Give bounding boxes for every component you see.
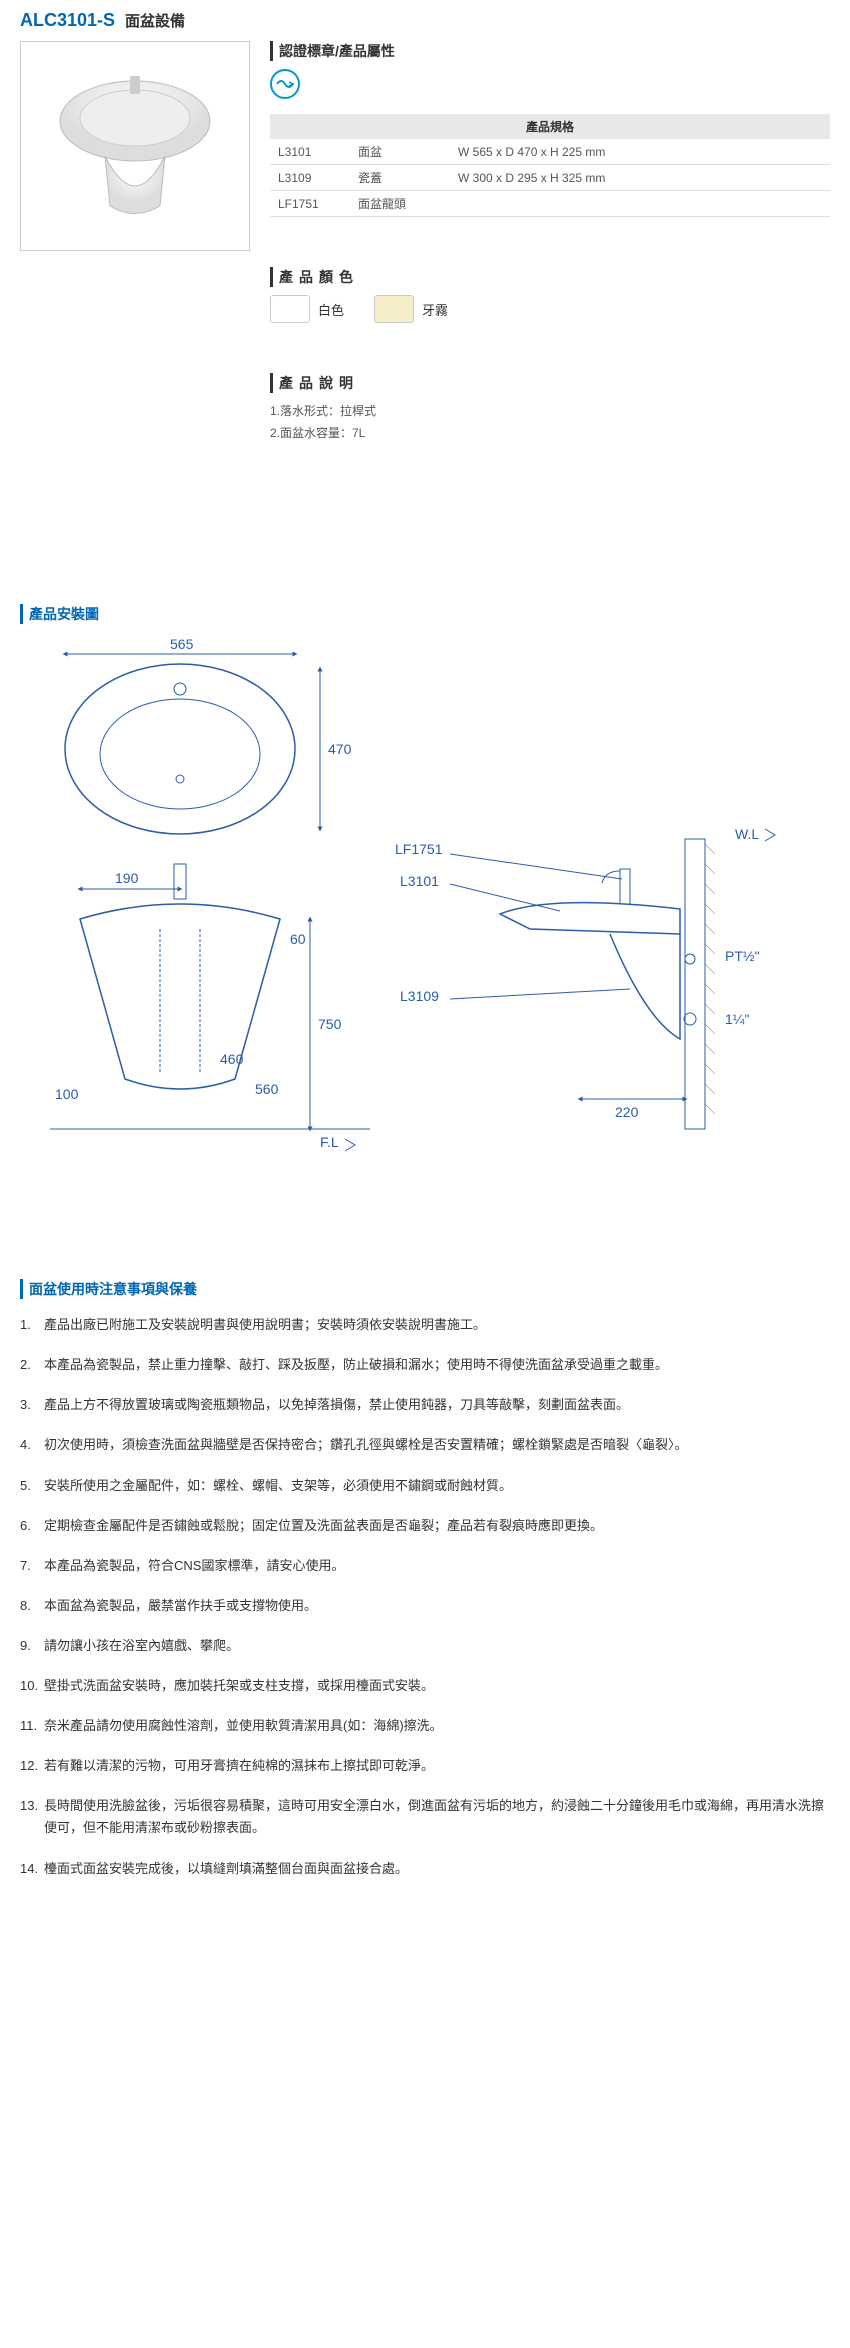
note-item: 8.本面盆為瓷製品，嚴禁當作扶手或支撐物使用。	[20, 1595, 830, 1617]
svg-text:L3109: L3109	[400, 988, 439, 1004]
note-item: 3.產品上方不得放置玻璃或陶瓷瓶類物品，以免掉落損傷，禁止使用鈍器，刀具等敲擊，…	[20, 1394, 830, 1416]
svg-text:1¼": 1¼"	[725, 1011, 749, 1027]
product-image	[20, 41, 250, 251]
note-item: 11.奈米產品請勿使用腐蝕性溶劑，並使用軟質清潔用具(如：海綿)擦洗。	[20, 1715, 830, 1737]
note-item: 13.長時間使用洗臉盆後，污垢很容易積聚，這時可用安全漂白水，倒進面盆有污垢的地…	[20, 1795, 830, 1839]
svg-text:LF1751: LF1751	[395, 841, 443, 857]
note-item: 2.本產品為瓷製品，禁止重力撞擊、敲打、踩及扳壓，防止破損和漏水；使用時不得使洗…	[20, 1354, 830, 1376]
svg-text:470: 470	[328, 741, 352, 757]
note-item: 10.壁掛式洗面盆安裝時，應加裝托架或支柱支撐，或採用檯面式安裝。	[20, 1675, 830, 1697]
spec-table: 產品規格 L3101面盆W 565 x D 470 x H 225 mmL310…	[270, 114, 830, 217]
desc-line: 1.落水形式：拉桿式	[270, 401, 830, 423]
color-label: 牙霧	[422, 300, 448, 319]
note-item: 4.初次使用時，須檢查洗面盆與牆壁是否保持密合；鑽孔孔徑與螺栓是否安置精確；螺栓…	[20, 1434, 830, 1456]
note-item: 5.安裝所使用之金屬配件，如：螺栓、螺帽、支架等，必須使用不鏽鋼或耐蝕材質。	[20, 1475, 830, 1497]
svg-text:190: 190	[115, 870, 139, 886]
notes-heading: 面盆使用時注意事項與保養	[20, 1279, 830, 1299]
product-code: ALC3101-S	[20, 10, 115, 31]
cert-badge-icon	[270, 69, 300, 99]
note-item: 9.請勿讓小孩在浴室內嬉戲、攀爬。	[20, 1635, 830, 1657]
table-row: L3101面盆W 565 x D 470 x H 225 mm	[270, 139, 830, 165]
color-label: 白色	[318, 300, 344, 319]
color-item: 白色	[270, 295, 344, 323]
svg-text:460: 460	[220, 1051, 244, 1067]
table-row: LF1751面盆龍頭	[270, 191, 830, 217]
desc-heading: 產品說明	[270, 373, 830, 393]
install-heading: 產品安裝圖	[20, 604, 830, 624]
svg-text:560: 560	[255, 1081, 279, 1097]
svg-text:750: 750	[318, 1016, 342, 1032]
svg-text:60: 60	[290, 931, 306, 947]
note-item: 7.本產品為瓷製品，符合CNS國家標準，請安心使用。	[20, 1555, 830, 1577]
note-item: 1.產品出廠已附施工及安裝說明書與使用說明書；安裝時須依安裝說明書施工。	[20, 1314, 830, 1336]
svg-text:F.L: F.L	[320, 1134, 339, 1150]
svg-text:PT½": PT½"	[725, 948, 760, 964]
note-item: 6.定期檢查金屬配件是否鏽蝕或鬆脫；固定位置及洗面盆表面是否龜裂；產品若有裂痕時…	[20, 1515, 830, 1537]
cert-heading: 認證標章/產品屬性	[270, 41, 830, 61]
install-diagram: 565 470 190 100 750 460 560 60 F.L W.L LF1751 L3101…	[20, 639, 830, 1159]
svg-text:L3101: L3101	[400, 873, 439, 889]
note-item: 14.檯面式面盆安裝完成後，以填縫劑填滿整個台面與面盆接合處。	[20, 1858, 830, 1880]
svg-text:220: 220	[615, 1104, 639, 1120]
color-swatch	[270, 295, 310, 323]
svg-text:W.L: W.L	[735, 826, 759, 842]
color-heading: 產品顏色	[270, 267, 830, 287]
table-row: L3109瓷蓋W 300 x D 295 x H 325 mm	[270, 165, 830, 191]
spec-table-header: 產品規格	[270, 114, 830, 139]
note-item: 12.若有難以清潔的污物，可用牙膏擠在純棉的濕抹布上擦拭即可乾淨。	[20, 1755, 830, 1777]
color-item: 牙霧	[374, 295, 448, 323]
svg-text:565: 565	[170, 639, 194, 652]
svg-text:100: 100	[55, 1086, 79, 1102]
product-title: 面盆設備	[125, 10, 185, 31]
desc-line: 2.面盆水容量：7L	[270, 423, 830, 445]
color-swatch	[374, 295, 414, 323]
